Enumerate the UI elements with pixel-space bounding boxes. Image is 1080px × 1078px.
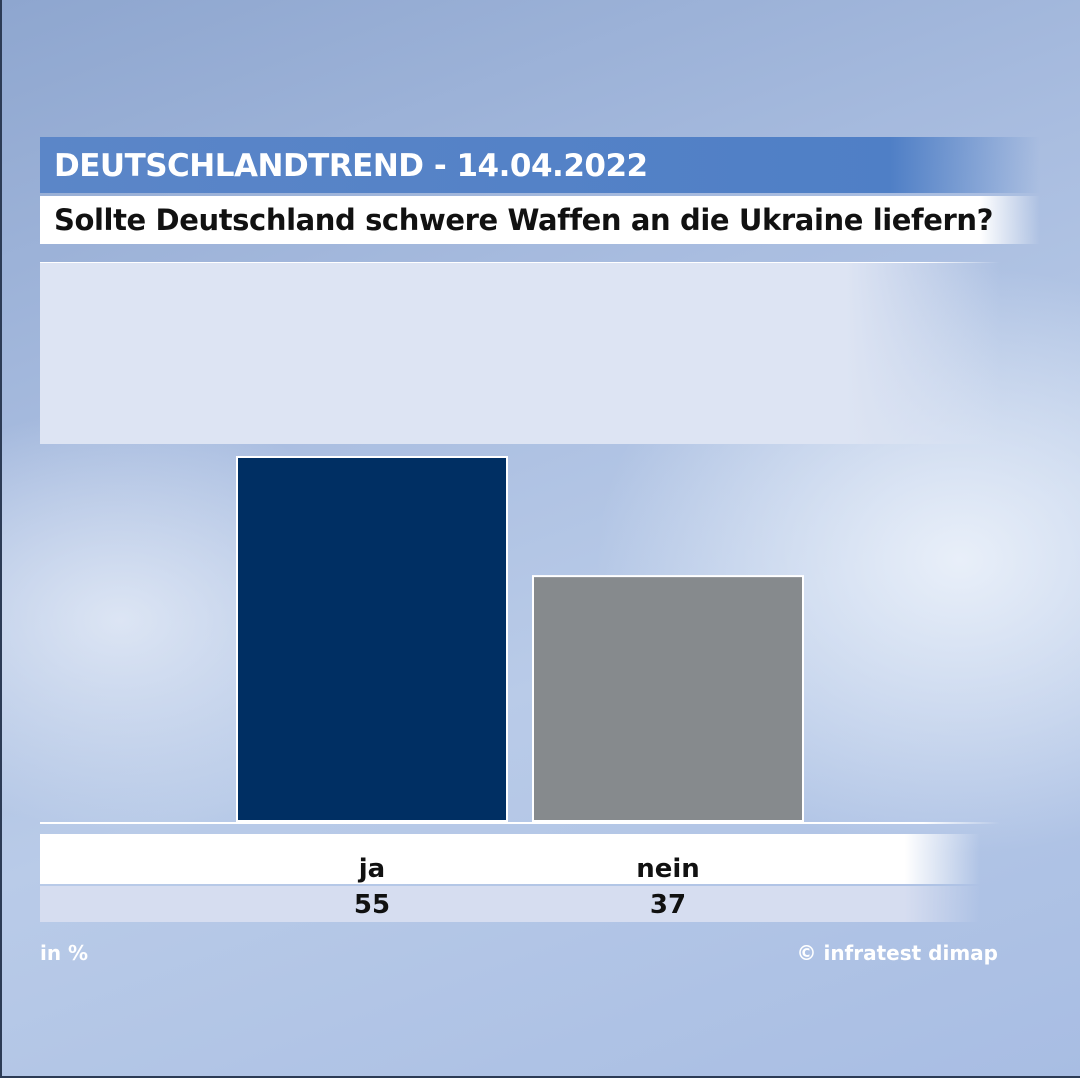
unit-note: in %	[40, 941, 89, 965]
chart-header-title: DEUTSCHLANDTREND - 14.04.2022	[54, 148, 648, 184]
header-band	[40, 137, 1040, 193]
category-label-band	[40, 834, 980, 884]
value-label-nein: 37	[649, 890, 687, 920]
chart-question: Sollte Deutschland schwere Waffen an die…	[54, 203, 994, 237]
chart-baseline	[40, 822, 1000, 824]
frame-left-edge	[0, 0, 2, 1078]
plot-upper-panel	[40, 262, 1000, 444]
bar-nein	[532, 575, 804, 822]
category-label-ja: ja	[358, 854, 386, 884]
value-label-band	[40, 886, 980, 922]
frame-bottom-edge	[0, 1076, 1080, 1078]
value-label-ja: 55	[353, 890, 391, 920]
plot-top-line	[40, 262, 1000, 263]
category-label-nein: nein	[636, 854, 700, 884]
source-credit: © infratest dimap	[796, 941, 999, 965]
question-band	[40, 196, 1040, 244]
bar-ja	[236, 456, 508, 822]
